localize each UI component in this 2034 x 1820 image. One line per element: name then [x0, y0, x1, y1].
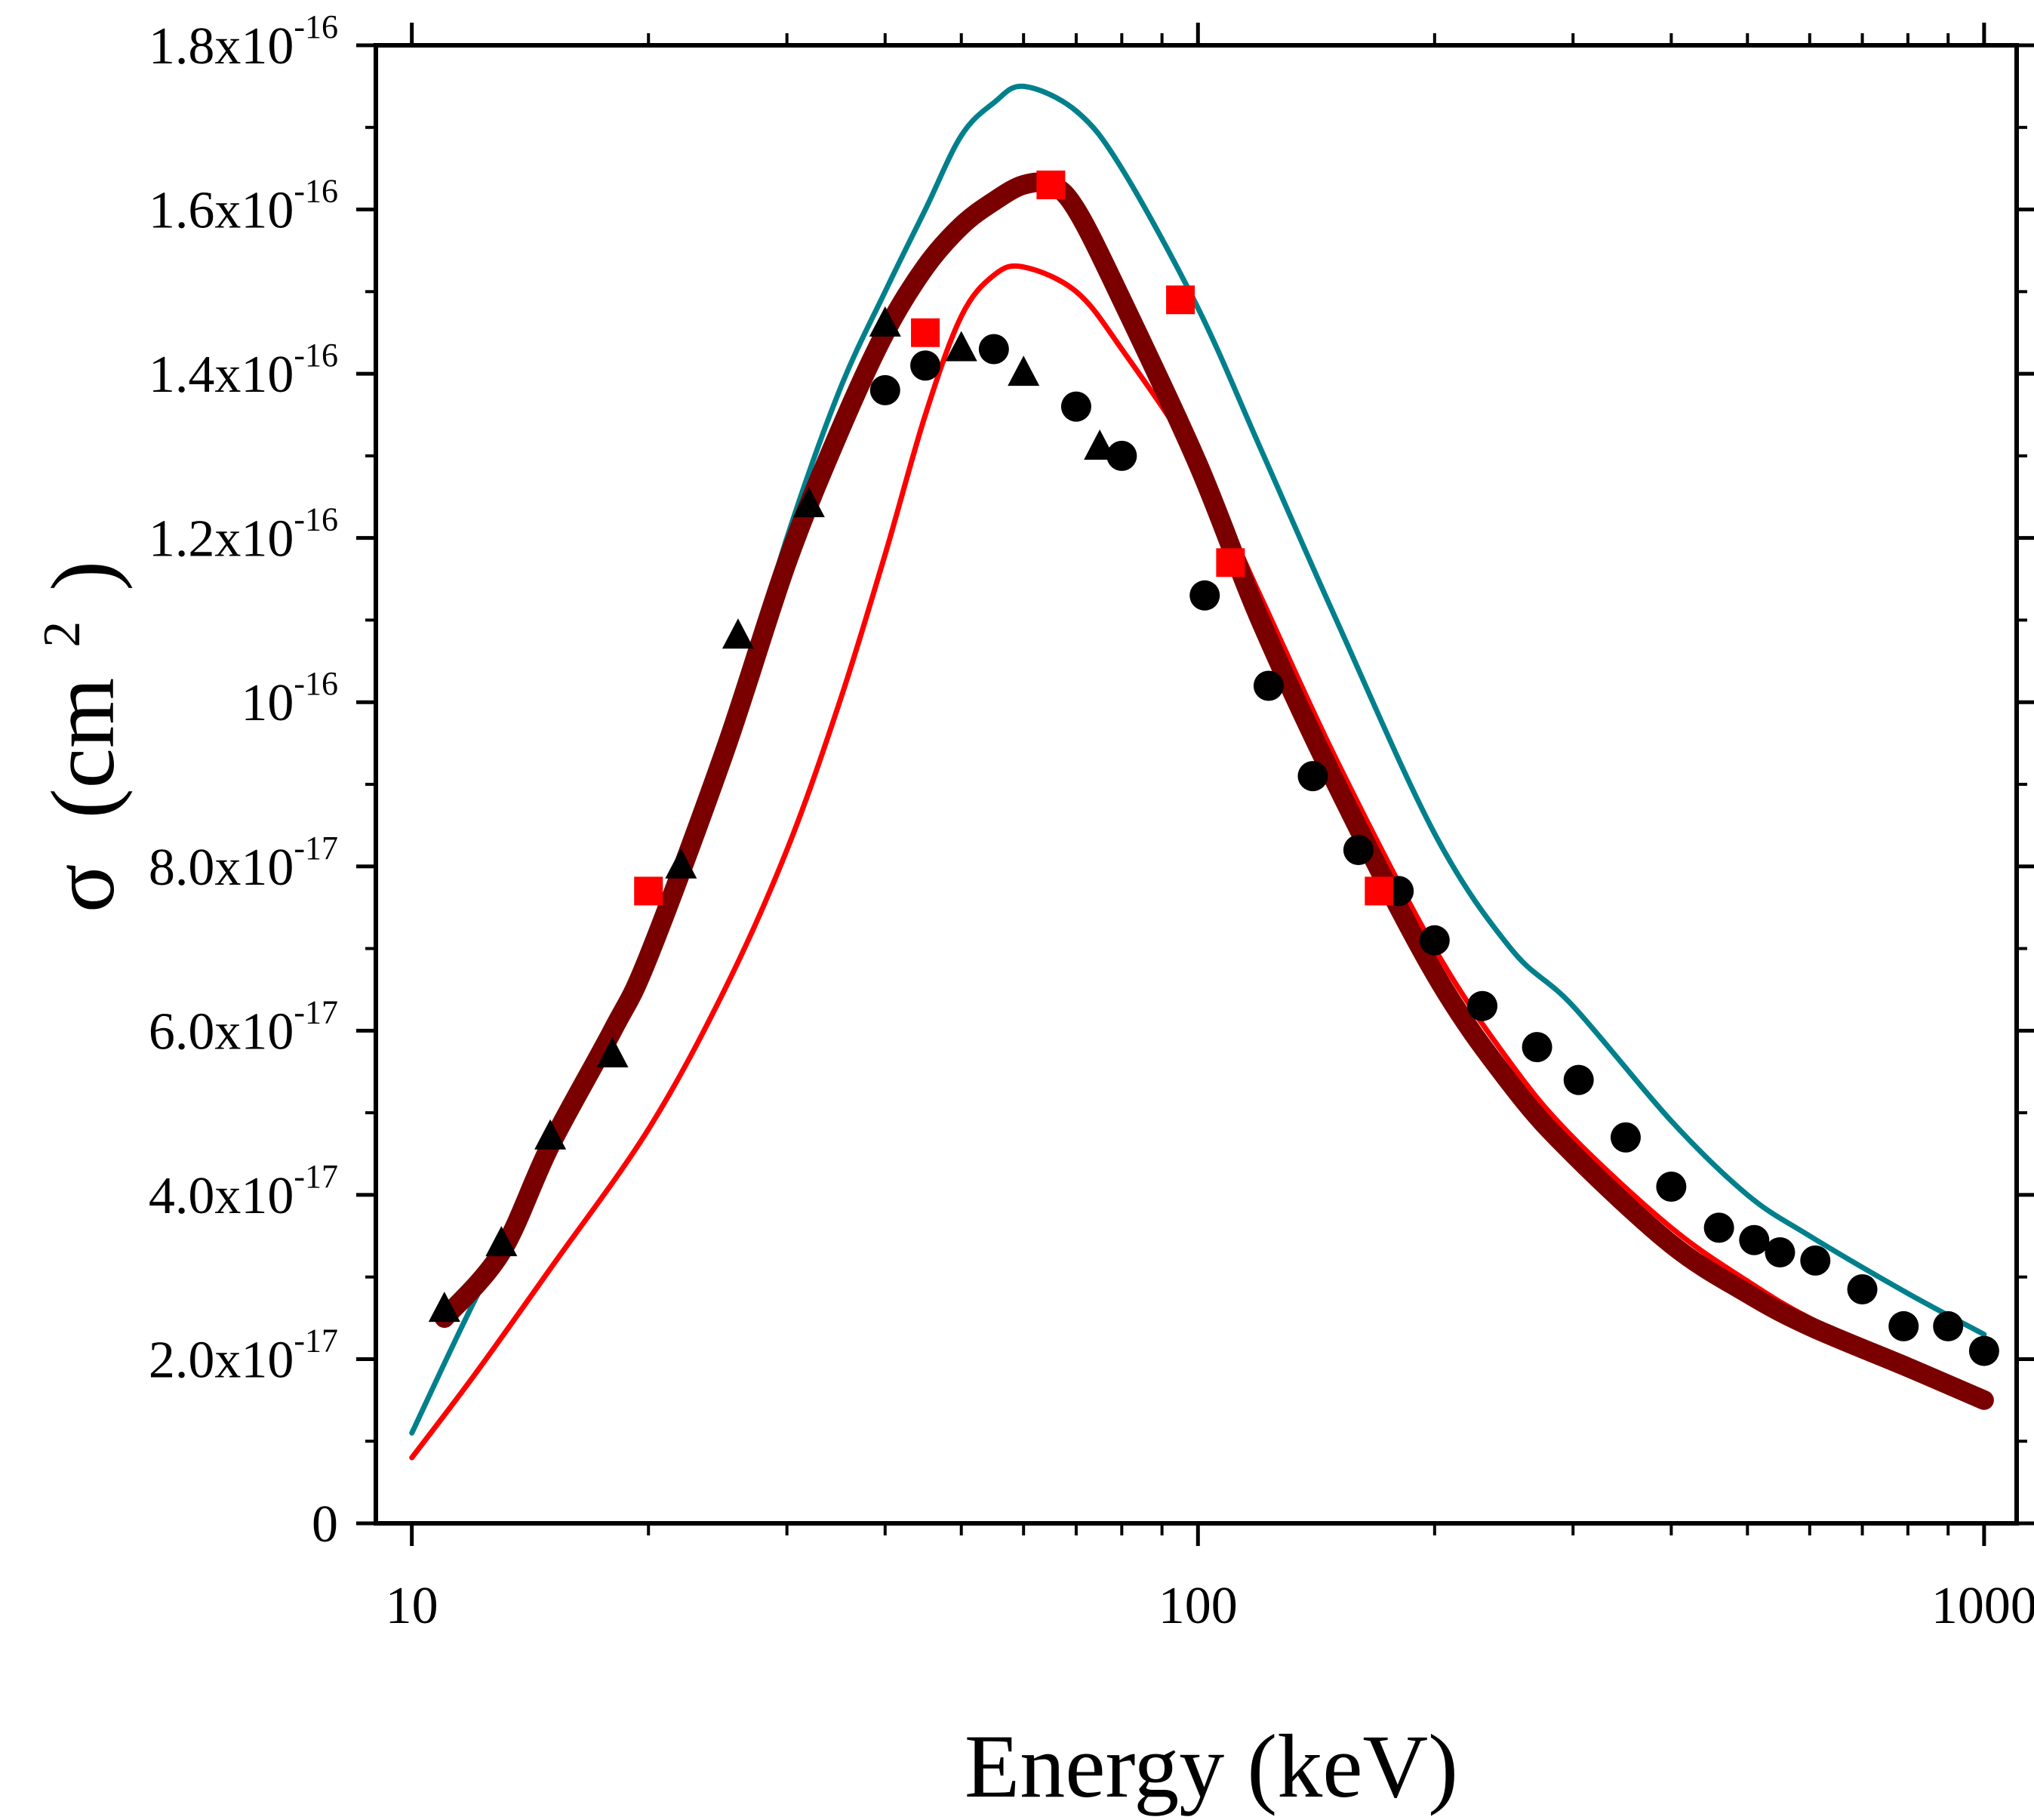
y-tick-label: 1.6x10-16 [149, 173, 338, 240]
x-tick-label: 1000 [1931, 1577, 2034, 1635]
circle-point [869, 374, 900, 405]
circle-point [1656, 1172, 1687, 1203]
series-red-curve [409, 263, 1987, 1461]
y-tick-label: 0 [312, 1495, 338, 1554]
circle-point [1060, 391, 1091, 422]
circle-point [1739, 1224, 1770, 1255]
y-tick-label: 1.4x10-16 [149, 337, 338, 404]
triangle-point [534, 1119, 567, 1150]
square-point [1365, 876, 1394, 906]
circle-point [910, 350, 941, 381]
triangle-point [428, 1292, 460, 1323]
triangle-point [665, 848, 697, 879]
y-axis-unit-close: ) [32, 561, 133, 591]
circle-point [1106, 440, 1137, 471]
y-axis-symbol: σ [32, 864, 133, 913]
square-point [1036, 170, 1066, 199]
circle-point [1419, 925, 1450, 956]
circle-point [1343, 835, 1374, 866]
square-point [634, 876, 663, 906]
triangle-point [945, 331, 977, 362]
y-tick-label: 2.0x10-17 [149, 1322, 338, 1389]
triangle-point [1008, 356, 1040, 386]
series-maroon-curve [434, 172, 1994, 1410]
circle-point [1522, 1032, 1552, 1063]
circle-point [1189, 580, 1220, 611]
triangle-point [869, 306, 901, 337]
circle-point [1610, 1122, 1641, 1153]
circle-point [1563, 1064, 1594, 1095]
circle-point [1800, 1245, 1831, 1276]
y-tick-label: 10-16 [241, 665, 338, 732]
square-point [1166, 285, 1195, 315]
square-point [911, 318, 940, 347]
circle-point [1933, 1310, 1964, 1341]
x-tick-label: 10 [386, 1577, 438, 1635]
y-tick-label: 4.0x10-17 [149, 1158, 338, 1225]
x-axis-title: Energy (keV) [965, 1716, 1458, 1816]
x-tick-label: 100 [1159, 1577, 1238, 1635]
circle-point [978, 334, 1009, 365]
circle-point [1297, 761, 1328, 792]
circle-point [1253, 670, 1284, 701]
markers-layer [428, 170, 1999, 1366]
y-axis-unit: (cm [32, 678, 133, 819]
y-tick-label: 1.8x10-16 [149, 8, 338, 75]
triangle-point [1084, 430, 1116, 460]
y-axis-unit-exponent: 2 [33, 621, 91, 648]
square-point [1216, 548, 1245, 577]
circle-point [1968, 1335, 1999, 1366]
circle-point [1888, 1310, 1919, 1341]
triangle-point [722, 618, 754, 649]
y-tick-label: 8.0x10-17 [149, 830, 338, 897]
circle-point [1765, 1237, 1796, 1268]
triangle-point [596, 1036, 629, 1067]
circle-point [1467, 990, 1498, 1021]
triangle-point [792, 487, 825, 518]
y-tick-label: 1.2x10-16 [149, 501, 338, 568]
axes-layer: 0 2.0x10-17 4.0x10-17 6.0x10-17 8.0x10-17 10-… [149, 8, 2034, 1635]
y-axis-title: σ (cm 2 ) [0, 561, 133, 913]
y-tick-label: 6.0x10-17 [149, 993, 338, 1061]
circle-point [1703, 1212, 1734, 1243]
circle-point [1847, 1273, 1878, 1304]
triangle-point [485, 1226, 518, 1257]
svg-text:σ (cm 2 ): σ (cm 2 ) [0, 561, 133, 913]
